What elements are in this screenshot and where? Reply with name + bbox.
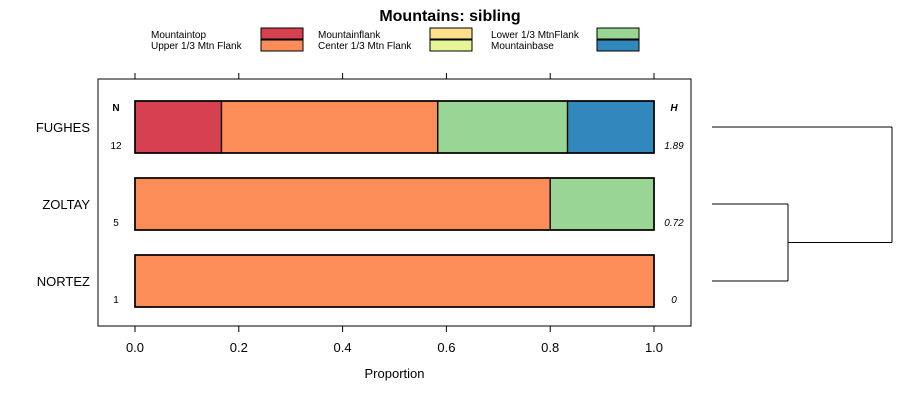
legend-label: Lower 1/3 MtnFlank: [491, 30, 580, 41]
x-axis-label: Proportion: [365, 366, 425, 381]
bar-outline: [134, 100, 655, 154]
legend-swatch: [429, 27, 473, 40]
h-value: 1.89: [664, 141, 684, 152]
legend-swatch: [260, 27, 304, 40]
x-tick-label: 0.6: [437, 340, 455, 355]
x-tick-label: 0.4: [334, 340, 352, 355]
row-labels: FUGHES 12 1.89 ZOLTAY 5 0.72 NORTEZ 1 0: [36, 120, 684, 306]
n-header: N: [112, 103, 119, 114]
dendrogram: [712, 126, 893, 282]
bar-segment: [134, 254, 655, 308]
n-value: 5: [113, 218, 119, 229]
legend-swatch: [596, 27, 640, 40]
x-tick-label: 0.2: [230, 340, 248, 355]
plot-frame: [97, 78, 692, 327]
legend-label: Center 1/3 Mtn Flank: [318, 41, 412, 52]
bar-segment: [134, 177, 551, 231]
bar-segment: [566, 100, 655, 154]
h-header: H: [670, 103, 678, 114]
bar-outline: [134, 254, 655, 308]
bar-outline: [134, 177, 655, 231]
row-label: FUGHES: [36, 120, 91, 135]
x-tick-label: 0.0: [126, 340, 144, 355]
axes: 0.0 0.2 0.4 0.6 0.8 1.0: [126, 73, 663, 355]
chart-title: Mountains: sibling: [379, 8, 520, 25]
bar-segment: [549, 177, 655, 231]
x-tick-label: 1.0: [645, 340, 663, 355]
n-value: 12: [110, 141, 122, 152]
legend-label: Mountainbase: [491, 41, 554, 52]
legend-label: Mountainflank: [318, 30, 381, 41]
x-tick-label: 0.8: [541, 340, 559, 355]
h-value: 0.72: [664, 218, 684, 229]
n-value: 1: [113, 295, 119, 306]
row-label: NORTEZ: [37, 274, 90, 289]
bar-segment: [134, 100, 223, 154]
bars: [134, 100, 655, 308]
bar-segment: [437, 100, 569, 154]
legend-swatch: [260, 39, 304, 52]
legend-label: Upper 1/3 Mtn Flank: [151, 41, 243, 52]
legend-swatch: [596, 39, 640, 52]
row-label: ZOLTAY: [42, 197, 90, 212]
legend-label: Mountaintop: [151, 30, 206, 41]
legend-swatch: [429, 39, 473, 52]
bar-segment: [220, 100, 439, 154]
h-value: 0: [671, 295, 677, 306]
